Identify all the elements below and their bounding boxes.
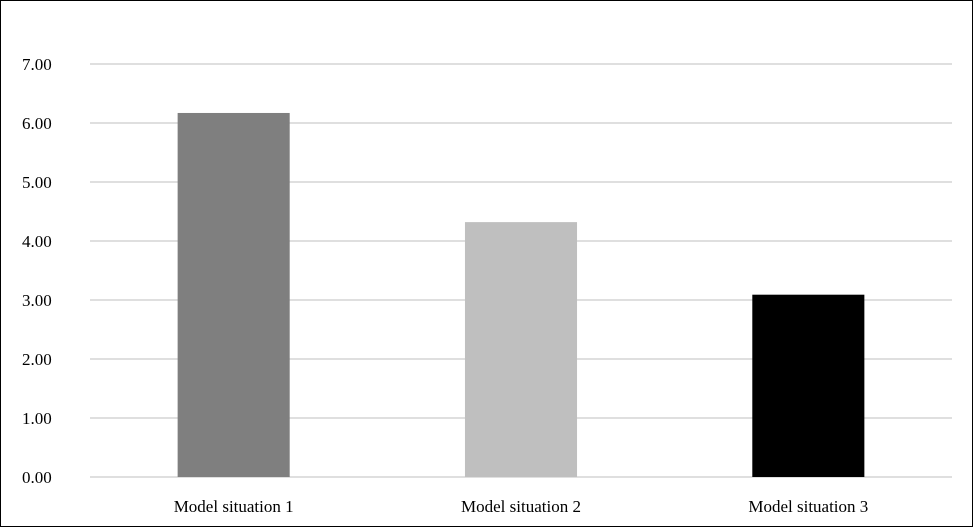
- y-tick-label: 7.00: [22, 55, 52, 74]
- y-tick-label: 6.00: [22, 114, 52, 133]
- x-axis-category-labels: Model situation 1 Model situation 2 Model …: [174, 497, 869, 516]
- x-category-label: Model situation 2: [461, 497, 581, 516]
- bar-1: [177, 112, 290, 477]
- y-tick-label: 4.00: [22, 232, 52, 251]
- y-tick-label: 1.00: [22, 409, 52, 428]
- y-tick-label: 2.00: [22, 350, 52, 369]
- x-category-label: Model situation 3: [748, 497, 868, 516]
- bars: [177, 112, 865, 477]
- x-category-label: Model situation 1: [174, 497, 294, 516]
- y-tick-label: 0.00: [22, 468, 52, 487]
- bar-3: [752, 294, 865, 477]
- y-axis-tick-labels: 0.00 1.00 2.00 3.00 4.00 5.00 6.00 7.00: [22, 55, 52, 487]
- bar-2: [464, 222, 578, 477]
- y-tick-label: 3.00: [22, 291, 52, 310]
- y-tick-label: 5.00: [22, 173, 52, 192]
